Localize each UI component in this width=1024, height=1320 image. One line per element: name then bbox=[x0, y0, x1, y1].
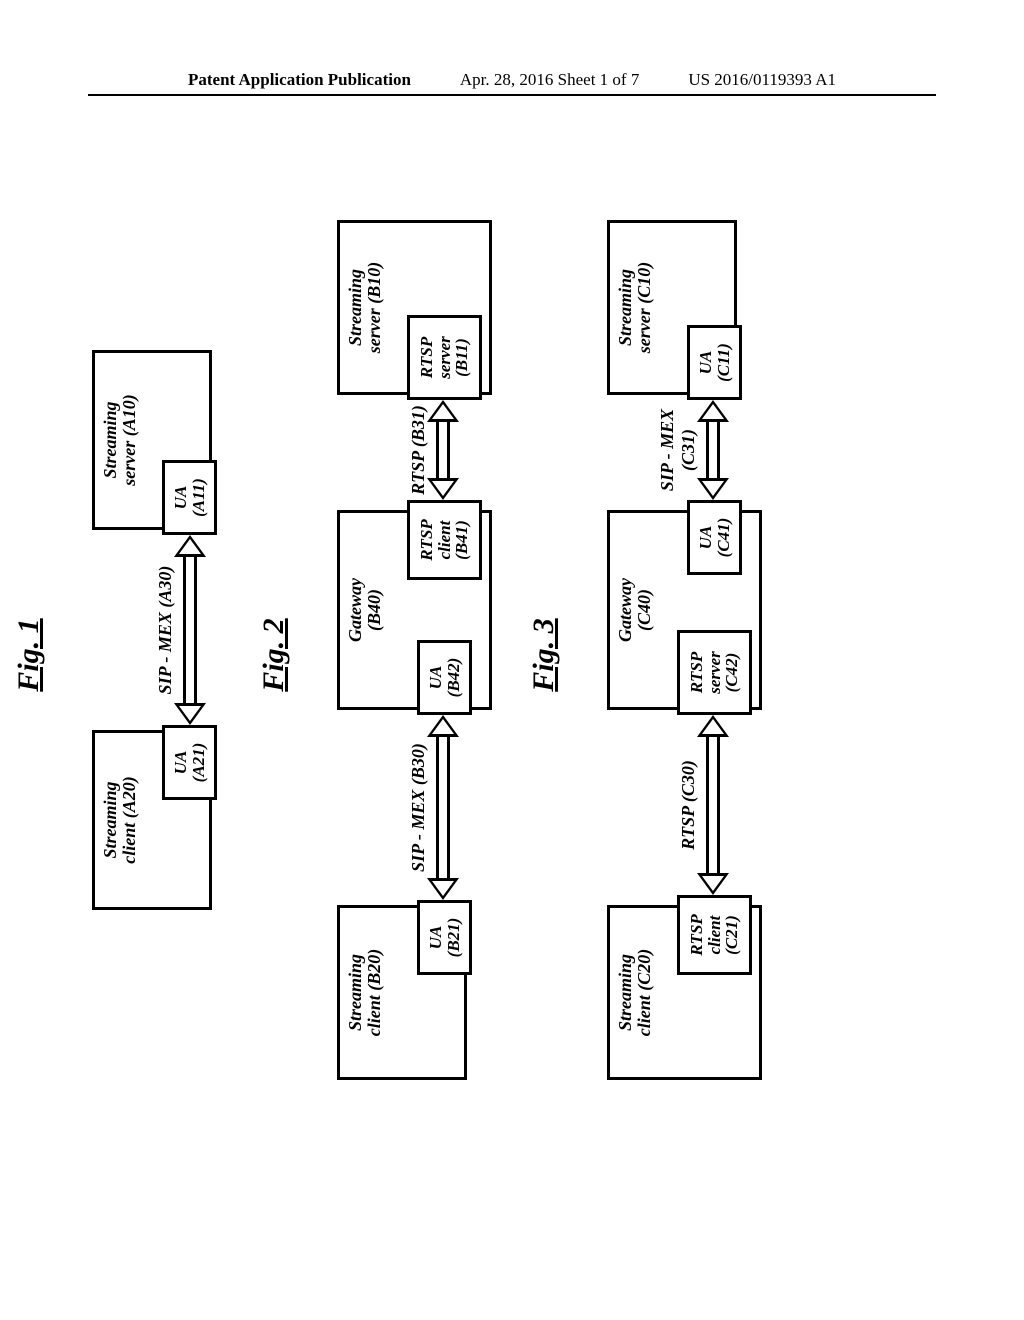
arrow-head-right-icon bbox=[427, 400, 459, 422]
fig1-row: Streamingclient (A20)UA(A21)Streamingser… bbox=[52, 220, 192, 1090]
node-a10-title: Streamingserver (A10) bbox=[101, 394, 139, 485]
arrow-fig2-1: RTSP (B31) bbox=[427, 400, 459, 500]
arrow-shaft bbox=[436, 733, 450, 882]
header-left: Patent Application Publication bbox=[188, 70, 411, 90]
arrow-fig2-0: SIP - MEX (B30) bbox=[427, 715, 459, 900]
arrow-fig3-1: SIP - MEX (C31) bbox=[697, 400, 729, 500]
arrow-head-right-icon bbox=[174, 535, 206, 557]
arrow-fig3-0: RTSP (C30) bbox=[697, 715, 729, 895]
arrow-shaft bbox=[706, 733, 720, 877]
arrow-head-left-icon bbox=[174, 703, 206, 725]
node-b40-title: Gateway(B40) bbox=[346, 578, 384, 642]
arrow-shaft bbox=[706, 418, 720, 482]
arrow-label: RTSP (C30) bbox=[678, 715, 699, 895]
arrow-label: SIP - MEX (C31) bbox=[657, 400, 699, 500]
fig3-title: Fig. 3 bbox=[527, 220, 561, 1090]
fig2-row: Streamingclient (B20)UA(B21)Gateway(B40)… bbox=[297, 220, 437, 1090]
diagram-viewport: Fig. 1Streamingclient (A20)UA(A21)Stream… bbox=[62, 190, 962, 1090]
node-c40-title: Gateway(C40) bbox=[616, 578, 654, 642]
arrow-fig1-0: SIP - MEX (A30) bbox=[174, 535, 206, 725]
arrow-shaft bbox=[183, 553, 197, 707]
sub-a11: UA(A11) bbox=[162, 460, 217, 535]
sub-a21: UA(A21) bbox=[162, 725, 217, 800]
fig2-title: Fig. 2 bbox=[257, 220, 291, 1090]
sub-c11: UA(C11) bbox=[687, 325, 742, 400]
sub-b21: UA(B21) bbox=[417, 900, 472, 975]
header-right: US 2016/0119393 A1 bbox=[688, 70, 836, 90]
arrow-shaft bbox=[436, 418, 450, 482]
sub-b11: RTSPserver(B11) bbox=[407, 315, 482, 400]
fig3-row: Streamingclient (C20)RTSPclient(C21)Gate… bbox=[567, 220, 707, 1090]
arrow-head-left-icon bbox=[427, 478, 459, 500]
node-b10-title: Streamingserver (B10) bbox=[346, 262, 384, 353]
arrow-label: RTSP (B31) bbox=[408, 400, 429, 500]
node-c10-title: Streamingserver (C10) bbox=[616, 262, 654, 353]
sub-c21: RTSPclient(C21) bbox=[677, 895, 752, 975]
arrow-head-right-icon bbox=[697, 400, 729, 422]
fig1: Fig. 1Streamingclient (A20)UA(A21)Stream… bbox=[12, 220, 192, 1090]
node-b20-title: Streamingclient (B20) bbox=[346, 949, 384, 1037]
page-header: Patent Application Publication Apr. 28, … bbox=[88, 70, 936, 96]
fig1-title: Fig. 1 bbox=[12, 220, 46, 1090]
arrow-head-left-icon bbox=[697, 478, 729, 500]
arrow-head-left-icon bbox=[427, 878, 459, 900]
diagram-canvas: Fig. 1Streamingclient (A20)UA(A21)Stream… bbox=[62, 190, 962, 1090]
arrow-head-left-icon bbox=[697, 873, 729, 895]
sub-c42: RTSPserver(C42) bbox=[677, 630, 752, 715]
sub-b42: UA(B42) bbox=[417, 640, 472, 715]
arrow-head-right-icon bbox=[427, 715, 459, 737]
arrow-label: SIP - MEX (A30) bbox=[155, 535, 176, 725]
header-center: Apr. 28, 2016 Sheet 1 of 7 bbox=[460, 70, 639, 90]
sub-c41: UA(C41) bbox=[687, 500, 742, 575]
node-a20-title: Streamingclient (A20) bbox=[101, 776, 139, 864]
arrow-label: SIP - MEX (B30) bbox=[408, 715, 429, 900]
fig3: Fig. 3Streamingclient (C20)RTSPclient(C2… bbox=[527, 220, 707, 1090]
node-c20-title: Streamingclient (C20) bbox=[616, 949, 654, 1037]
sub-b41: RTSPclient(B41) bbox=[407, 500, 482, 580]
fig2: Fig. 2Streamingclient (B20)UA(B21)Gatewa… bbox=[257, 220, 437, 1090]
arrow-head-right-icon bbox=[697, 715, 729, 737]
